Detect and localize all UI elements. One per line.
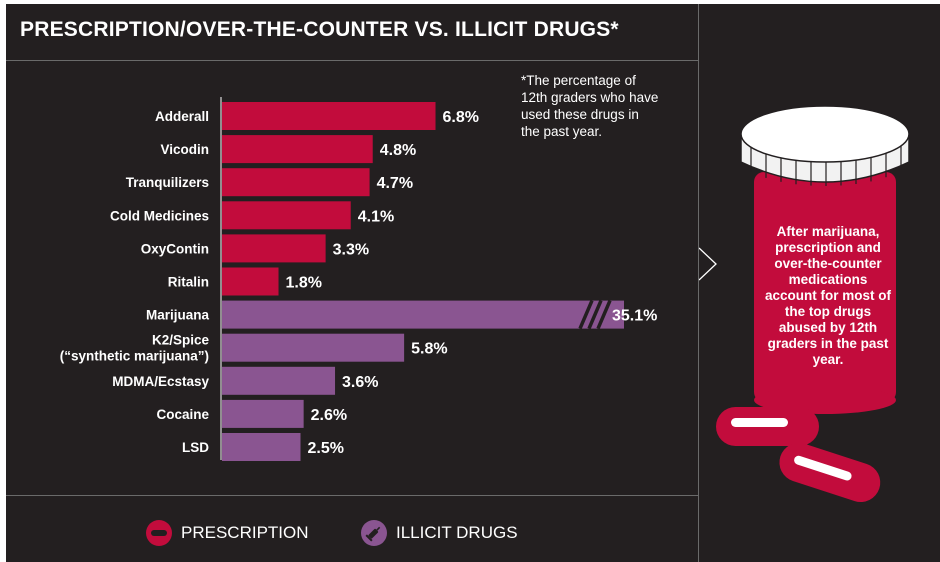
- bottle-cap-top: [740, 105, 910, 163]
- value-label: 35.1%: [612, 308, 657, 325]
- pill-capsule-1: [716, 407, 819, 446]
- category-label: Cold Medicines: [110, 208, 209, 223]
- value-label: 5.8%: [411, 341, 447, 358]
- pill-capsule-2: [779, 442, 881, 503]
- category-label: Tranquilizers: [126, 175, 209, 190]
- category-label: OxyContin: [141, 241, 209, 256]
- axis-break-mark: [587, 299, 603, 330]
- value-label: 2.5%: [308, 440, 344, 457]
- bar-ritalin: [222, 267, 279, 296]
- value-label: 4.1%: [358, 208, 394, 225]
- callout-text: After marijuana, prescription and over-t…: [765, 224, 892, 367]
- panel-divider: [698, 4, 699, 562]
- value-label: 2.6%: [311, 407, 347, 424]
- bar-lsd: [222, 433, 301, 461]
- pill-bottle-body: [754, 172, 896, 402]
- footnote: *The percentage of 12th graders who have…: [521, 73, 659, 139]
- value-label: 3.3%: [333, 241, 369, 258]
- category-label: Adderall: [155, 109, 209, 124]
- value-label: 1.8%: [286, 275, 322, 292]
- bar-cocaine: [222, 399, 304, 428]
- callout-pointer-arrow: [699, 247, 717, 281]
- category-label: Cocaine: [156, 407, 209, 422]
- bar-mdma-ecstasy: [222, 366, 336, 395]
- value-label: 4.7%: [377, 175, 413, 192]
- bar-vicodin: [222, 135, 373, 164]
- infographic-frame: PRESCRIPTION/OVER-THE-COUNTER VS. ILLICI…: [6, 4, 940, 562]
- value-label: 6.8%: [443, 109, 479, 126]
- legend-label-prescription: PRESCRIPTION: [181, 523, 309, 542]
- value-label: 4.8%: [380, 142, 416, 159]
- category-label: Vicodin: [160, 142, 209, 157]
- axis-break-mark: [596, 299, 612, 330]
- syringe-icon: [361, 520, 387, 546]
- category-label: Marijuana: [146, 308, 210, 323]
- bar-adderall: [222, 102, 436, 130]
- bar-marijuana: [222, 300, 624, 329]
- bar-chart: Adderall 6.8% Vicodin 4.8% Tranquilizers 4.7%…: [60, 97, 657, 461]
- value-label: 3.6%: [342, 374, 378, 391]
- legend-item-prescription: PRESCRIPTION: [146, 520, 309, 546]
- legend: PRESCRIPTION ILLICIT DRUGS: [6, 496, 698, 562]
- chart-title: PRESCRIPTION/OVER-THE-COUNTER VS. ILLICI…: [20, 18, 619, 41]
- bar-tranquilizers: [222, 168, 370, 197]
- pill-bottle-illustration: [699, 105, 910, 503]
- legend-item-illicit: ILLICIT DRUGS: [361, 520, 518, 546]
- title-divider: [6, 60, 698, 61]
- bar-oxycontin: [222, 234, 326, 263]
- footer-divider: [6, 495, 698, 496]
- title-bar: PRESCRIPTION/OVER-THE-COUNTER VS. ILLICI…: [6, 4, 698, 60]
- category-label: K2/Spice (“synthetic marijuana”): [60, 333, 210, 364]
- category-label: MDMA/Ecstasy: [112, 374, 209, 389]
- bar-k2-spice: [222, 333, 405, 362]
- bar-cold-medicines: [222, 201, 351, 230]
- pill-capsule-icon: [146, 520, 172, 546]
- axis-break-mark: [578, 299, 594, 330]
- category-label: Ritalin: [168, 275, 209, 290]
- category-label: LSD: [182, 440, 209, 455]
- legend-label-illicit: ILLICIT DRUGS: [396, 523, 518, 542]
